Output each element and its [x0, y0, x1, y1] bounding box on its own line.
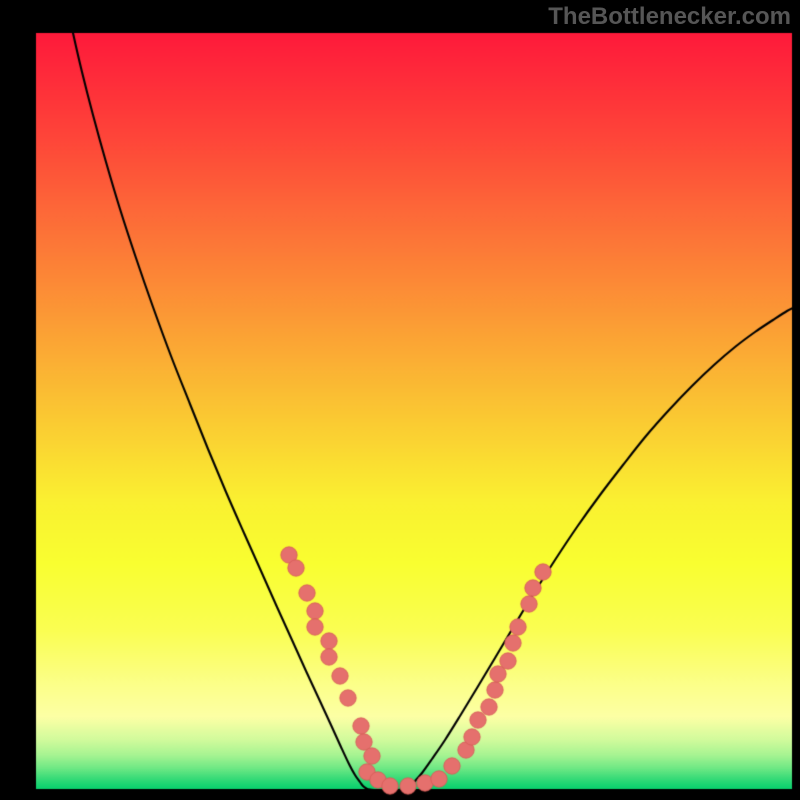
watermark-text: TheBottlenecker.com [548, 3, 791, 31]
chart-root: TheBottlenecker.com [0, 0, 800, 800]
bottleneck-curve-chart [0, 0, 800, 800]
